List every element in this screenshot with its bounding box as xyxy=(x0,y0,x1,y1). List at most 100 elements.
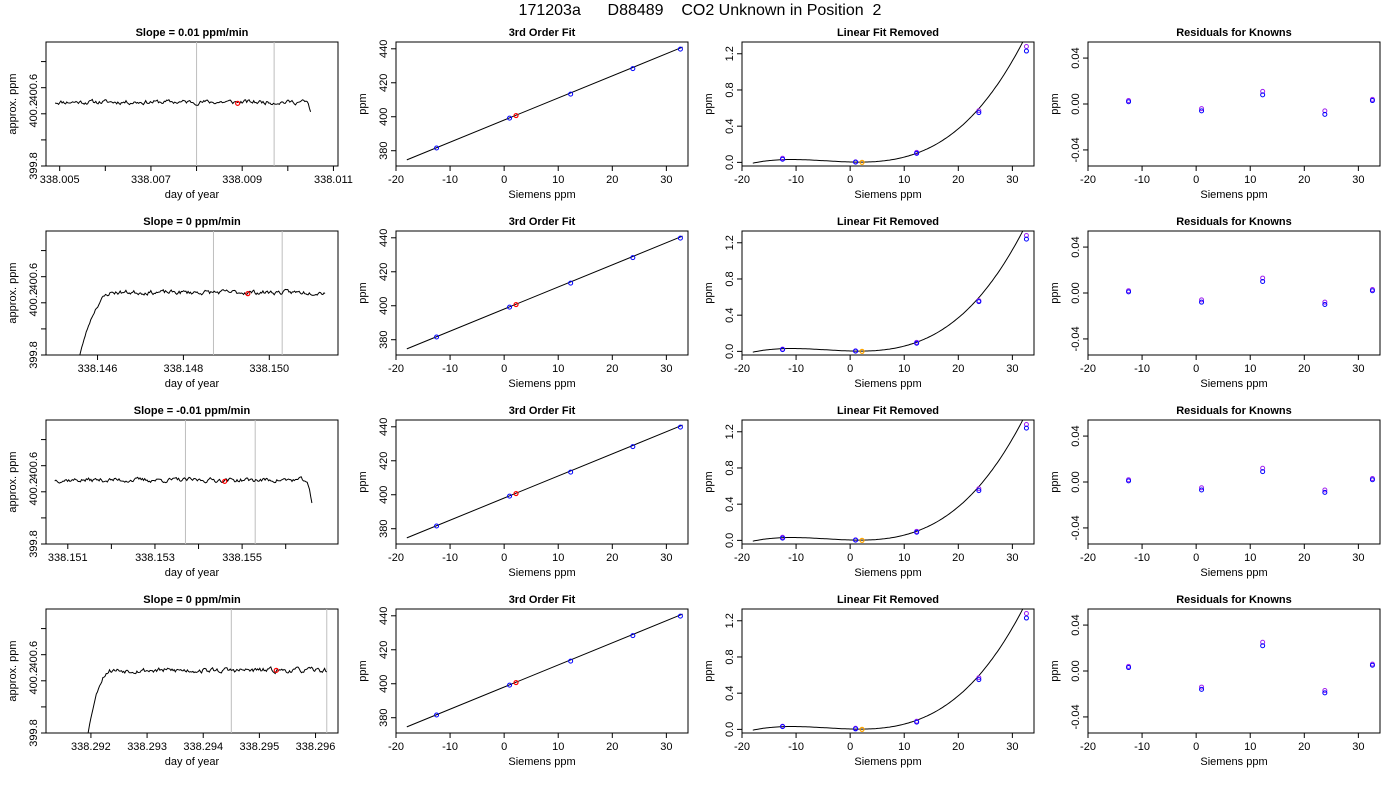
fit-line xyxy=(406,613,683,728)
known-point-a xyxy=(853,348,859,354)
chart-title: 3rd Order Fit xyxy=(509,405,576,417)
y-tick-label: 400.2 xyxy=(28,667,40,695)
y-tick-label: 380 xyxy=(378,709,390,727)
y-tick-label: 399.8 xyxy=(28,719,40,747)
y-tick-label: 400 xyxy=(378,675,390,693)
plot-frame xyxy=(45,41,339,167)
chart-title: Linear Fit Removed xyxy=(837,216,939,228)
plot-area xyxy=(54,420,313,544)
known-point-b xyxy=(1260,465,1266,471)
known-point-a xyxy=(1023,236,1029,242)
chart-panel-r3c3: Linear Fit Removed -20 -10 0 10 20 30 0.0 0.4 0.8… xyxy=(703,405,1035,579)
y-axis-label: approx. ppm xyxy=(7,640,19,701)
known-point-b xyxy=(1260,639,1266,645)
known-point-a xyxy=(1369,477,1375,483)
x-tick-label: -20 xyxy=(734,174,750,186)
unknown-point xyxy=(245,291,251,297)
concentration-trace xyxy=(79,288,326,355)
unknown-point xyxy=(222,478,228,484)
y-tick-label: 0.00 xyxy=(1070,93,1082,114)
chart-panel-r4c4: Residuals for Knowns -20 -10 0 10 20 30 -0.04 0.… xyxy=(1049,594,1381,768)
y-axis-label: ppm xyxy=(703,93,715,114)
known-point xyxy=(677,235,683,241)
y-axis-label: ppm xyxy=(1049,93,1061,114)
unknown-point xyxy=(273,667,279,673)
y-tick-label: 0.04 xyxy=(1070,47,1082,68)
known-point-a xyxy=(1199,299,1205,305)
y-tick-label: 0.0 xyxy=(724,722,736,737)
x-tick-label: -20 xyxy=(1080,741,1096,753)
x-tick-label: -10 xyxy=(788,174,804,186)
x-tick-label: -20 xyxy=(388,741,404,753)
x-tick-label: 338.292 xyxy=(71,741,111,753)
x-tick-label: 20 xyxy=(606,741,618,753)
x-tick-label: 0 xyxy=(501,174,507,186)
known-point-a xyxy=(1260,279,1266,285)
known-point-a xyxy=(976,110,982,116)
unknown-point xyxy=(859,537,865,543)
chart-panel-r4c2: 3rd Order Fit -20 -10 0 10 20 30 380 400 420 440 Si… xyxy=(357,594,689,768)
known-point xyxy=(568,91,574,97)
x-tick-label: 338.293 xyxy=(127,741,167,753)
x-tick-label: 20 xyxy=(952,741,964,753)
known-point-a xyxy=(1322,111,1328,117)
x-tick-label: 20 xyxy=(1298,174,1310,186)
x-tick-label: 30 xyxy=(660,552,672,564)
x-tick-label: -20 xyxy=(734,363,750,375)
fit-line xyxy=(406,235,683,350)
known-point xyxy=(507,115,513,121)
known-point-a xyxy=(1126,665,1132,671)
y-tick-label: 400.2 xyxy=(28,478,40,506)
chart-panel-r1c1: Slope = 0.01 ppm/min 338.005 338.007 338.00… xyxy=(7,27,353,201)
y-tick-label: 440 xyxy=(378,40,390,58)
plot-area xyxy=(1126,88,1375,117)
x-axis-label: Siemens ppm xyxy=(508,567,575,579)
y-tick-label: 0.00 xyxy=(1070,660,1082,681)
known-point xyxy=(568,280,574,286)
y-tick-label: -0.04 xyxy=(1070,326,1082,351)
chart-panel-r1c3: Linear Fit Removed -20 -10 0 10 20 30 0.0 0.4 0.8… xyxy=(703,27,1035,201)
x-tick-label: 338.296 xyxy=(296,741,336,753)
x-tick-label: -20 xyxy=(1080,363,1096,375)
x-tick-label: 20 xyxy=(1298,741,1310,753)
known-point xyxy=(677,613,683,619)
chart-panel-r1c4: Residuals for Knowns -20 -10 0 10 20 30 -0.04 0.… xyxy=(1049,27,1381,201)
chart-title: Slope = 0 ppm/min xyxy=(143,216,241,228)
x-tick-label: -10 xyxy=(788,363,804,375)
y-tick-label: 400.2 xyxy=(28,289,40,317)
known-point-a xyxy=(853,726,859,732)
plot-frame xyxy=(741,230,1035,356)
chart-panel-r4c3: Linear Fit Removed -20 -10 0 10 20 30 0.0 0.4 0.8… xyxy=(703,594,1035,768)
known-point xyxy=(507,493,513,499)
x-tick-label: -10 xyxy=(442,174,458,186)
x-tick-label: 30 xyxy=(1006,363,1018,375)
known-point-a xyxy=(1322,489,1328,495)
x-tick-label: 30 xyxy=(1006,174,1018,186)
x-tick-label: 20 xyxy=(1298,552,1310,564)
y-tick-label: 380 xyxy=(378,331,390,349)
x-tick-label: 0 xyxy=(1193,363,1199,375)
chart-title: Slope = -0.01 ppm/min xyxy=(134,405,251,417)
x-tick-label: 0 xyxy=(501,363,507,375)
x-tick-label: 20 xyxy=(606,363,618,375)
plot-frame xyxy=(45,230,339,356)
x-tick-label: 338.150 xyxy=(249,363,289,375)
y-tick-label: 1.2 xyxy=(724,46,736,61)
chart-title: Residuals for Knowns xyxy=(1176,216,1292,228)
plot-frame xyxy=(741,41,1035,167)
y-tick-label: 1.2 xyxy=(724,424,736,439)
known-point xyxy=(434,334,440,340)
y-tick-label: 0.0 xyxy=(724,155,736,170)
known-point xyxy=(507,682,513,688)
known-point-a xyxy=(780,724,786,730)
plot-frame xyxy=(1087,41,1381,167)
x-tick-label: 0 xyxy=(847,741,853,753)
known-point xyxy=(568,469,574,475)
plot-area xyxy=(79,231,326,355)
y-tick-label: 0.00 xyxy=(1070,471,1082,492)
plot-frame xyxy=(1087,419,1381,545)
plot-area xyxy=(1126,465,1375,495)
y-tick-label: 400.2 xyxy=(28,100,40,128)
known-point-a xyxy=(914,719,920,725)
plot-area xyxy=(752,231,1029,354)
